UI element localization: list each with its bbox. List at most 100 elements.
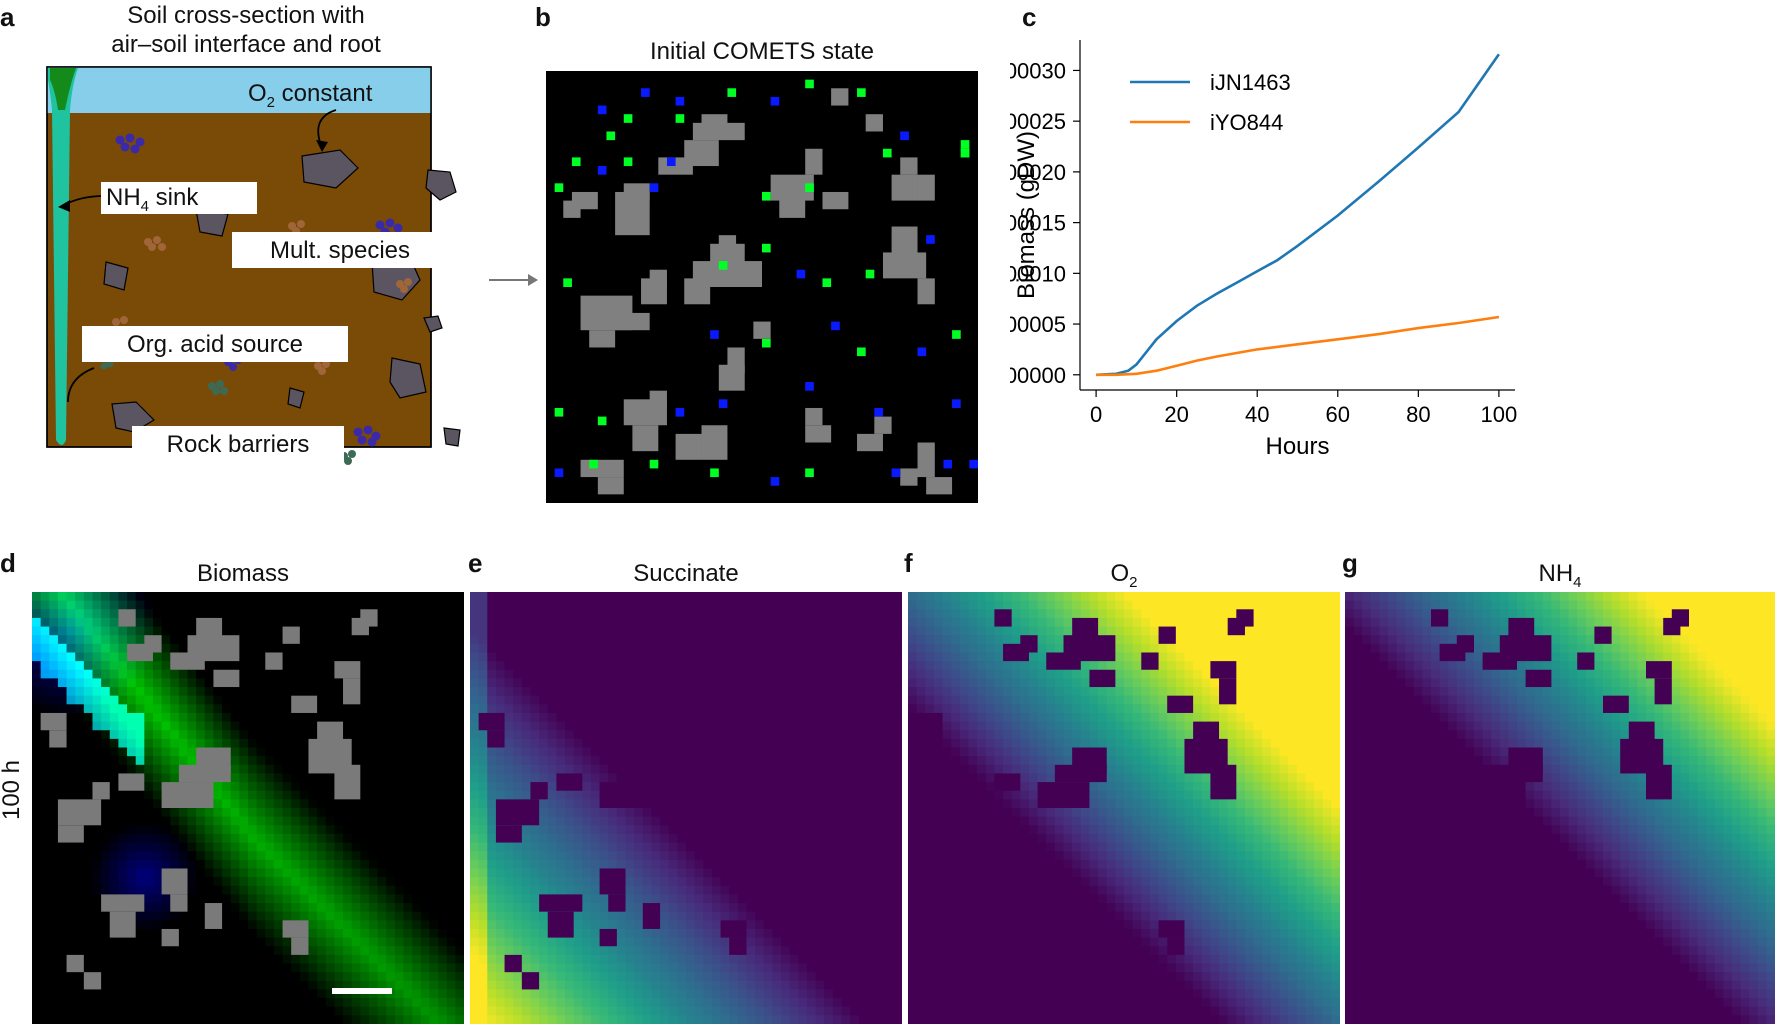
biomass-cell — [282, 643, 292, 654]
succinate-cell — [789, 756, 799, 766]
biomass-cell — [101, 773, 111, 783]
succinate-cell — [720, 842, 730, 852]
succinate-cell — [547, 833, 557, 844]
biomass-cell — [455, 721, 464, 731]
biomass-cell — [325, 903, 335, 913]
biomass-cell — [118, 998, 128, 1008]
biomass-cell — [455, 980, 464, 991]
biomass-cell — [273, 747, 284, 757]
biomass-cell — [57, 773, 68, 783]
biomass-cell — [368, 842, 379, 852]
rock-cell — [66, 954, 84, 973]
biomass-cell — [178, 626, 189, 636]
succinate-cell — [590, 669, 601, 679]
biomass-cell — [57, 885, 68, 895]
succinate-cell — [858, 738, 869, 749]
biomass-cell — [368, 643, 379, 654]
succinate-cell — [815, 954, 825, 965]
succinate-cell — [711, 617, 722, 628]
succinate-cell — [832, 877, 843, 887]
succinate-cell — [504, 937, 514, 947]
biomass-cell — [75, 1015, 85, 1024]
succinate-cell — [651, 790, 661, 800]
succinate-cell — [893, 592, 902, 602]
succinate-cell — [703, 816, 713, 826]
biomass-cell — [325, 635, 335, 645]
succinate-cell — [694, 730, 704, 740]
succinate-cell — [876, 928, 886, 939]
succinate-cell — [841, 756, 851, 766]
biomass-cell — [360, 885, 370, 895]
succinate-cell — [806, 980, 817, 991]
succinate-cell — [495, 894, 506, 904]
succinate-cell — [746, 799, 756, 809]
succinate-cell — [815, 851, 825, 861]
succinate-cell — [642, 730, 653, 740]
biomass-cell — [438, 851, 448, 861]
succinate-cell — [832, 592, 843, 602]
succinate-cell — [876, 704, 886, 714]
succinate-cell — [530, 695, 540, 705]
biomass-cell — [187, 963, 197, 973]
succinate-cell — [694, 738, 704, 749]
biomass-cell — [213, 980, 223, 991]
succinate-cell — [677, 721, 687, 731]
biomass-cell — [178, 617, 189, 628]
rock-cell — [291, 695, 318, 713]
succinate-cell — [547, 747, 557, 757]
biomass-cell — [256, 687, 266, 697]
succinate-cell — [858, 617, 869, 628]
succinate-cell — [539, 808, 549, 818]
succinate-cell — [478, 859, 488, 870]
biomass-cell — [152, 773, 163, 783]
biomass-cell — [83, 721, 94, 731]
species-cell — [727, 88, 737, 97]
succinate-cell — [556, 946, 566, 956]
succinate-cell — [642, 851, 653, 861]
succinate-cell — [608, 911, 618, 921]
biomass-cell — [403, 808, 413, 818]
biomass-cell — [291, 687, 301, 697]
biomass-cell — [291, 592, 301, 602]
succinate-cell — [884, 704, 894, 714]
succinate-cell — [590, 808, 601, 818]
succinate-cell — [789, 635, 799, 645]
biomass-cell — [455, 687, 464, 697]
biomass-cell — [40, 825, 50, 835]
species-label: Mult. species — [269, 237, 411, 264]
biomass-cell — [127, 851, 137, 861]
succinate-cell — [513, 868, 523, 878]
biomass-cell — [187, 903, 197, 913]
succinate-cell — [832, 626, 843, 636]
succinate-cell — [660, 609, 670, 619]
succinate-cell — [573, 825, 583, 835]
succinate-cell — [755, 816, 765, 826]
biomass-cell — [49, 600, 59, 610]
biomass-cell — [248, 592, 258, 602]
panel-a-label: a — [0, 2, 15, 32]
succinate-cell — [755, 963, 765, 973]
succinate-cell — [858, 851, 869, 861]
succinate-cell — [876, 894, 886, 904]
succinate-cell — [565, 669, 575, 679]
succinate-cell — [470, 738, 480, 749]
succinate-cell — [565, 885, 575, 895]
succinate-cell — [582, 928, 592, 939]
succinate-cell — [668, 808, 678, 818]
biomass-cell — [256, 626, 266, 636]
biomass-cell — [239, 937, 249, 947]
biomass-cell — [92, 617, 102, 628]
succinate-cell — [781, 617, 791, 628]
biomass-cell — [343, 903, 353, 913]
rock-cell — [334, 764, 361, 800]
biomass-cell — [170, 721, 180, 731]
succinate-cell — [599, 972, 609, 982]
succinate-cell — [858, 747, 869, 757]
biomass-cell — [152, 816, 163, 826]
biomass-cell — [92, 669, 102, 679]
biomass-cell — [273, 635, 284, 645]
succinate-cell — [642, 859, 653, 870]
biomass-cell — [351, 635, 361, 645]
biomass-cell — [178, 920, 189, 930]
succinate-cell — [858, 730, 869, 740]
